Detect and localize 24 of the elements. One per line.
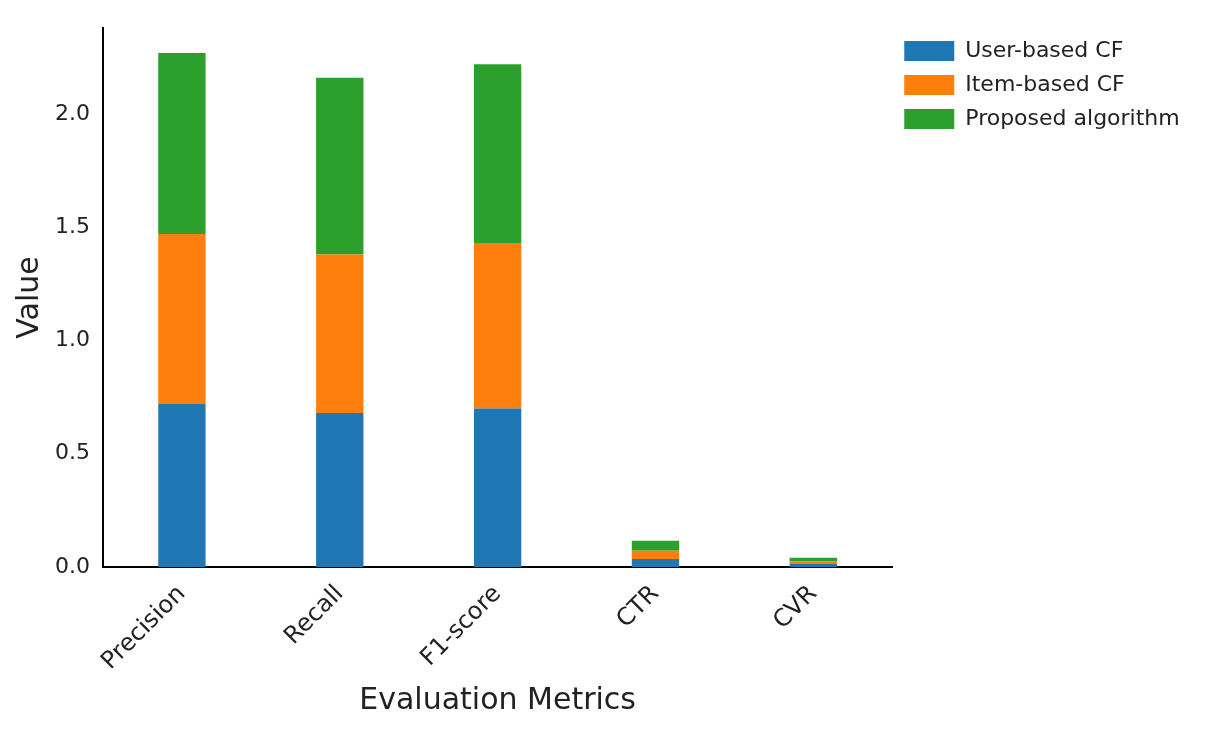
y-tick-label: 1.5	[54, 212, 90, 238]
x-axis-title: Evaluation Metrics	[359, 680, 636, 716]
y-tick-label: 2.0	[54, 99, 90, 125]
bar	[473, 243, 522, 409]
bar	[631, 558, 680, 567]
y-tick-label: 0.5	[54, 439, 90, 465]
legend-label: Proposed algorithm	[965, 104, 1180, 130]
y-tick-label: 1.0	[54, 326, 90, 352]
bar	[316, 77, 364, 255]
x-tick-label: CVR	[766, 578, 822, 634]
bar	[158, 52, 206, 235]
bar	[158, 403, 206, 567]
bar	[473, 408, 522, 567]
bar	[631, 550, 680, 559]
legend-label: Item-based CF	[965, 70, 1125, 96]
bar	[316, 412, 364, 567]
y-tick-label: 0.0	[54, 552, 90, 578]
y-axis-title: Value	[9, 256, 45, 339]
bar	[631, 540, 680, 551]
legend-label: User-based CF	[965, 36, 1124, 62]
bar	[316, 254, 364, 413]
bar	[473, 64, 522, 244]
bar	[158, 234, 206, 404]
x-tick-label: CTR	[610, 578, 665, 633]
